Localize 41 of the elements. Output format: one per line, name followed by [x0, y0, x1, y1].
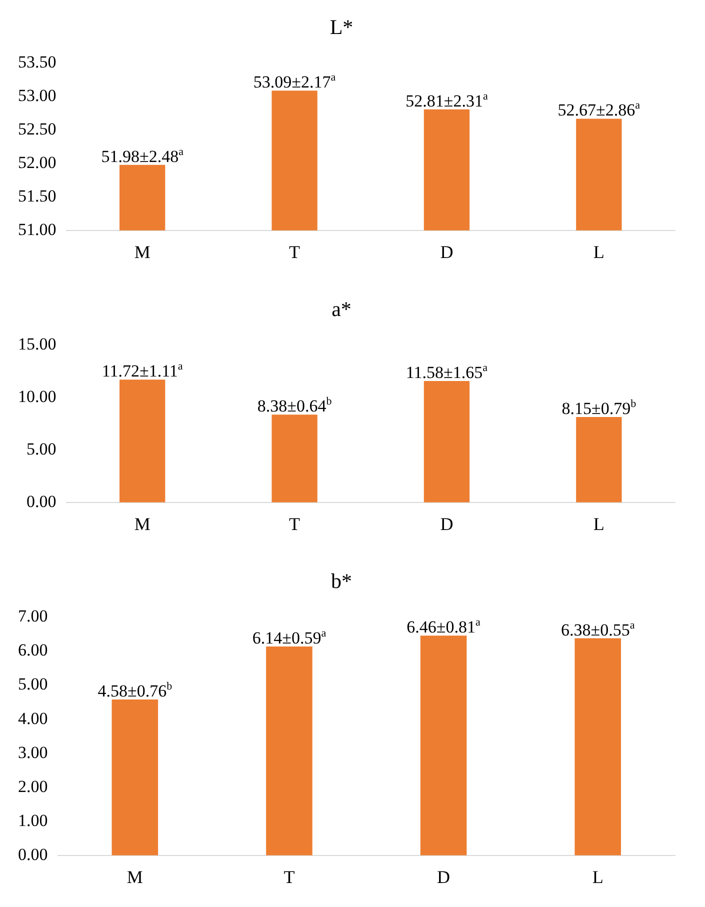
- y-tick-label: 15.00: [18, 334, 56, 354]
- x-tick-label: L: [593, 242, 604, 262]
- chart-title: b*: [331, 569, 352, 594]
- y-tick-label: 7.00: [18, 606, 48, 626]
- bar: [420, 636, 467, 856]
- y-tick-label: 51.00: [18, 220, 56, 239]
- bar: [576, 416, 622, 502]
- y-tick-label: 52.00: [18, 152, 56, 172]
- x-tick-label: M: [134, 514, 150, 534]
- y-tick-label: 52.50: [18, 120, 56, 139]
- bar: [112, 700, 158, 856]
- bar: [120, 380, 166, 502]
- y-tick-label: 5.00: [18, 674, 48, 694]
- y-tick-label: 0.00: [26, 492, 56, 511]
- x-tick-label: M: [134, 242, 150, 262]
- x-tick-label: L: [592, 866, 604, 887]
- y-tick-label: 53.00: [18, 86, 56, 106]
- y-tick-label: 6.00: [18, 640, 48, 660]
- x-tick-label: T: [284, 866, 295, 887]
- y-tick-label: 53.50: [18, 52, 56, 72]
- x-tick-label: T: [289, 514, 300, 534]
- x-tick-label: L: [593, 514, 604, 534]
- bar: [266, 646, 312, 856]
- chart-title: a*: [332, 297, 352, 322]
- x-tick-label: D: [437, 866, 450, 887]
- bar: [424, 381, 470, 502]
- y-tick-label: 4.00: [18, 708, 48, 728]
- y-tick-label: 3.00: [18, 742, 48, 762]
- y-tick-label: 51.50: [18, 186, 56, 206]
- chart-title: L*: [330, 15, 354, 40]
- x-tick-label: D: [440, 242, 454, 262]
- bar: [272, 414, 318, 502]
- y-tick-label: 2.00: [18, 776, 48, 796]
- x-tick-label: T: [289, 242, 300, 262]
- y-tick-label: 10.00: [18, 387, 56, 406]
- bar: [574, 638, 621, 856]
- y-tick-label: 1.00: [18, 810, 48, 830]
- x-tick-label: M: [126, 866, 143, 887]
- y-tick-label: 0.00: [18, 844, 48, 864]
- x-tick-label: D: [440, 514, 454, 534]
- y-tick-label: 5.00: [26, 439, 56, 458]
